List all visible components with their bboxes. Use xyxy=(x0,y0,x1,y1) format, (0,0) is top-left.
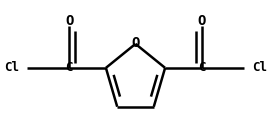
Text: C: C xyxy=(198,61,205,74)
Text: O: O xyxy=(198,14,206,28)
Text: O: O xyxy=(131,36,140,50)
Text: Cl: Cl xyxy=(252,61,267,74)
Text: Cl: Cl xyxy=(4,61,19,74)
Text: O: O xyxy=(65,14,73,28)
Text: C: C xyxy=(66,61,73,74)
